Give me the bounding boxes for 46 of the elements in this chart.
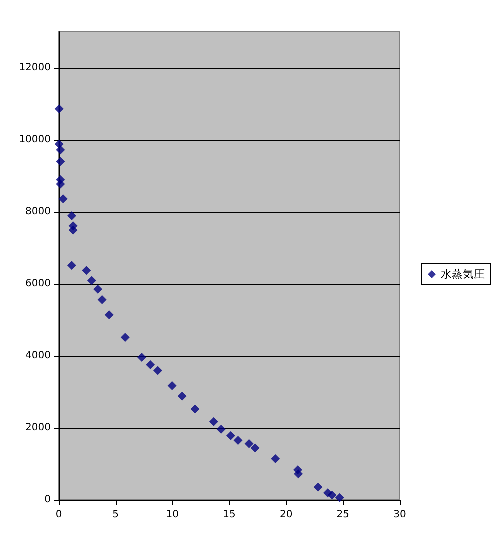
- x-tick-label: 5: [112, 510, 120, 520]
- x-tick-label: 20: [280, 510, 293, 520]
- point: [335, 493, 344, 502]
- point: [87, 276, 96, 286]
- point: [250, 444, 260, 453]
- y-tick-label: 10000: [19, 134, 51, 146]
- point: [67, 261, 76, 270]
- point: [68, 226, 78, 235]
- legend-label: 水蒸気圧: [441, 268, 485, 281]
- point: [168, 381, 177, 390]
- point: [328, 490, 337, 500]
- point: [58, 194, 68, 204]
- point: [104, 310, 114, 320]
- point: [146, 360, 156, 370]
- y-tick-label: 4000: [26, 350, 51, 362]
- x-tick-label: 15: [223, 510, 236, 520]
- point: [294, 470, 304, 479]
- point: [216, 424, 226, 434]
- point: [137, 352, 146, 362]
- point: [271, 454, 280, 464]
- y-tick-label: 8000: [26, 206, 51, 218]
- point: [178, 392, 187, 401]
- point: [226, 431, 236, 440]
- point: [209, 417, 218, 426]
- point: [154, 366, 163, 376]
- x-tick-label: 25: [336, 510, 350, 520]
- y-tick-label: 0: [44, 494, 51, 506]
- point: [98, 295, 107, 304]
- point: [56, 157, 66, 166]
- x-tick-label: 30: [394, 510, 406, 520]
- x-tick-label: 0: [56, 510, 62, 520]
- point: [314, 482, 323, 492]
- y-tick-label: 2000: [26, 422, 51, 434]
- point: [190, 404, 200, 414]
- point: [56, 146, 66, 155]
- point: [120, 333, 130, 342]
- point: [56, 180, 66, 189]
- x-tick-label: 10: [166, 510, 180, 520]
- point: [234, 436, 243, 446]
- point: [54, 104, 64, 114]
- y-tick-label: 6000: [26, 278, 51, 290]
- point: [82, 266, 92, 276]
- point: [93, 284, 102, 294]
- point: [244, 439, 254, 448]
- y-tick-label: 12000: [19, 62, 51, 74]
- point: [67, 211, 76, 220]
